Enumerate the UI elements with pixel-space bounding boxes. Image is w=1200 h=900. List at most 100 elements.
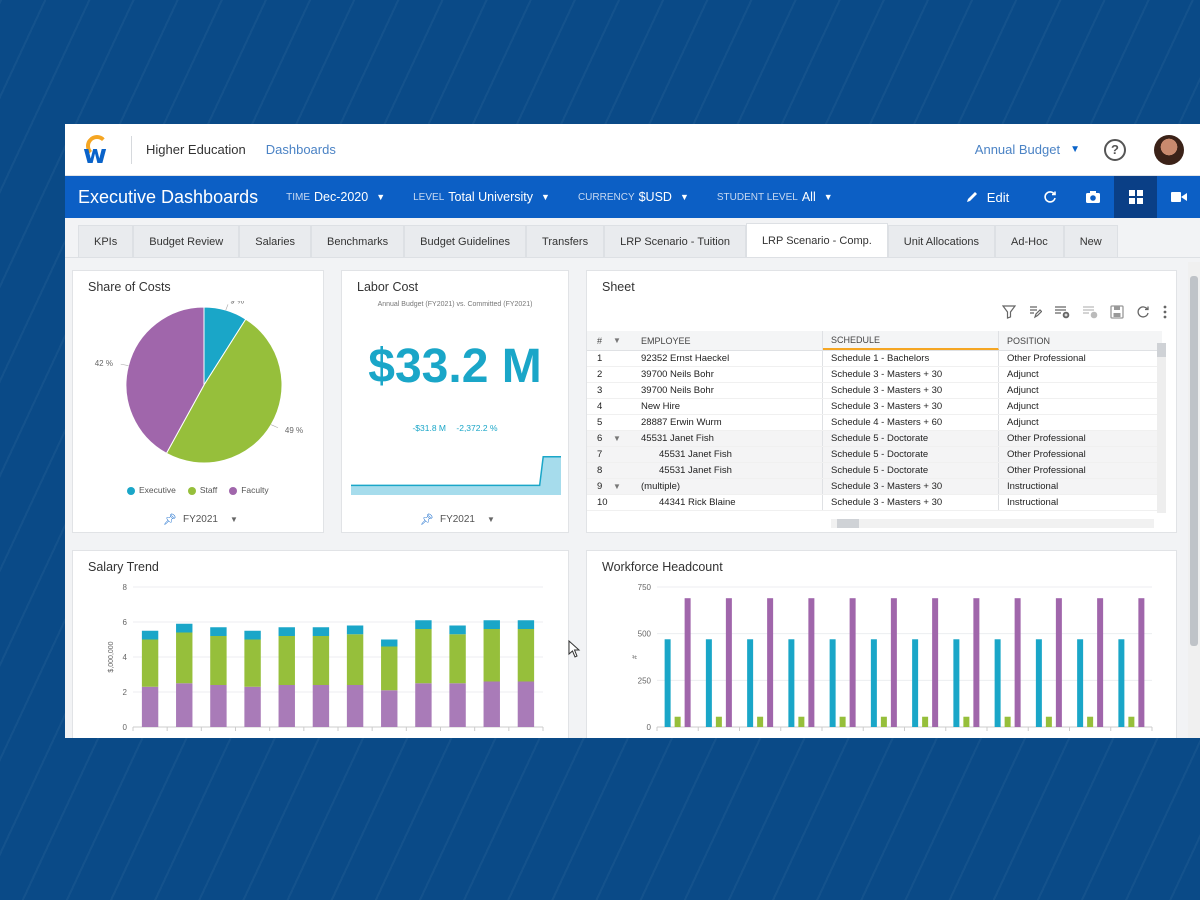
bar-segment xyxy=(244,639,261,687)
breadcrumb-higher-education[interactable]: Higher Education xyxy=(146,142,246,157)
refresh-button[interactable] xyxy=(1028,176,1071,218)
bar-segment xyxy=(415,620,432,629)
table-row[interactable]: 1 92352 Ernst Haeckel Schedule 1 - Bachelo… xyxy=(587,351,1162,367)
table-row[interactable]: 10 44341 Rick Blaine Schedule 3 - Masters … xyxy=(587,495,1162,511)
bar-segment xyxy=(176,623,193,633)
avatar[interactable] xyxy=(1154,134,1184,165)
grid-view-button[interactable] xyxy=(1114,176,1157,218)
cell-position: Other Professional xyxy=(1007,353,1086,364)
bar-segment xyxy=(312,636,330,685)
table-row[interactable]: 9 ▼ (multiple) Schedule 3 - Masters + 30 Ins… xyxy=(587,479,1162,495)
workday-logo[interactable]: w xyxy=(81,133,113,168)
breadcrumb-dashboards[interactable]: Dashboards xyxy=(265,142,336,157)
table-row[interactable]: 5 28887 Erwin Wurm Schedule 4 - Masters + … xyxy=(587,415,1162,431)
tab-lrp-tuition[interactable]: LRP Scenario - Tuition xyxy=(604,225,746,257)
filter-label: CURRENCY xyxy=(577,191,635,203)
budget-selector[interactable]: Annual Budget xyxy=(974,142,1061,157)
presentation-button[interactable] xyxy=(1157,176,1200,218)
bar-segment xyxy=(278,636,295,685)
bar xyxy=(870,639,877,727)
bar-segment xyxy=(483,629,500,682)
filter-student-level[interactable]: STUDENT LEVEL All ▼ xyxy=(717,190,833,204)
cell-schedule: Schedule 3 - Masters + 30 xyxy=(823,495,999,510)
tab-benchmarks[interactable]: Benchmarks xyxy=(310,225,405,257)
table-row[interactable]: 4 New Hire Schedule 3 - Masters + 30 Adjunc… xyxy=(587,399,1162,415)
tab-ad-hoc[interactable]: Ad-Hoc xyxy=(995,225,1064,257)
bar-segment xyxy=(346,685,364,727)
cell-position: Other Professional xyxy=(1007,465,1086,476)
column-header-position[interactable]: POSITION xyxy=(1007,335,1051,346)
cell-position: Adjunct xyxy=(1007,369,1039,380)
pie-slice-staff xyxy=(165,318,283,464)
bar xyxy=(849,598,856,727)
bar xyxy=(747,639,754,727)
panel-title: Salary Trend xyxy=(88,560,159,574)
bar xyxy=(839,716,846,727)
bar xyxy=(1045,716,1052,727)
tab-budget-guidelines[interactable]: Budget Guidelines xyxy=(404,225,527,257)
legend-item-executive[interactable]: Executive xyxy=(127,485,176,495)
edit-list-icon[interactable] xyxy=(1028,305,1042,319)
table-row[interactable]: 7 45531 Janet Fish Schedule 5 - Doctorate O… xyxy=(587,447,1162,463)
table-row[interactable]: 8 45531 Janet Fish Schedule 5 - Doctorate O… xyxy=(587,463,1162,479)
filter-value: Total University xyxy=(448,190,534,204)
column-header-number[interactable]: # xyxy=(597,335,603,346)
row-number: 9 xyxy=(597,481,603,492)
bar xyxy=(788,639,795,727)
table-row[interactable]: 6 ▼ 45531 Janet Fish Schedule 5 - Doctorate… xyxy=(587,431,1162,447)
tab-lrp-comp[interactable]: LRP Scenario - Comp. xyxy=(745,223,888,257)
pie-legend: Executive Staff Faculty xyxy=(127,485,269,495)
edit-button[interactable]: Edit xyxy=(946,176,1028,218)
tab-unit-allocations[interactable]: Unit Allocations xyxy=(887,225,996,257)
more-options-icon[interactable] xyxy=(1162,305,1168,319)
cell-employee: 45531 Janet Fish xyxy=(633,447,823,462)
legend-item-staff[interactable]: Staff xyxy=(187,485,217,495)
snapshot-button[interactable] xyxy=(1071,176,1114,218)
column-header-employee[interactable]: EMPLOYEE xyxy=(633,331,823,350)
bar xyxy=(912,639,919,727)
bar xyxy=(829,639,836,727)
column-header-schedule[interactable]: SCHEDULE xyxy=(823,331,999,350)
cell-schedule: Schedule 3 - Masters + 30 xyxy=(823,479,999,494)
tab-kpis[interactable]: KPIs xyxy=(78,225,134,257)
bar xyxy=(684,598,691,727)
bar-segment xyxy=(141,686,159,727)
filter-label: TIME xyxy=(286,191,310,203)
expand-toggle-icon[interactable]: ▼ xyxy=(613,434,621,443)
tab-salaries[interactable]: Salaries xyxy=(239,225,311,257)
bar-segment xyxy=(381,639,398,647)
cell-employee: 28887 Erwin Wurm xyxy=(633,415,823,430)
workforce-headcount-panel: Workforce Headcount 0 250 500 750 # xyxy=(586,550,1177,738)
fy-label: FY2021 xyxy=(182,514,218,525)
filter-level[interactable]: LEVEL Total University ▼ xyxy=(413,190,550,204)
tab-budget-review[interactable]: Budget Review xyxy=(133,225,240,257)
chevron-down-icon[interactable]: ▼ xyxy=(1070,144,1080,155)
help-icon[interactable]: ? xyxy=(1104,138,1126,161)
filter-icon[interactable] xyxy=(1002,305,1016,319)
pie-label-leader xyxy=(225,304,229,311)
delete-row-icon[interactable] xyxy=(1082,305,1098,319)
fy-selector[interactable]: 📌︎ FY2021 ▼ xyxy=(420,513,495,526)
bar xyxy=(1128,716,1135,727)
refresh-icon[interactable] xyxy=(1136,305,1150,319)
fy-selector[interactable]: 📌︎ FY2021 ▼ xyxy=(163,513,238,526)
sheet-grid: # ▼ EMPLOYEE SCHEDULE POSITION 1 92352 Er… xyxy=(587,331,1162,511)
grid-header-row: # ▼ EMPLOYEE SCHEDULE POSITION xyxy=(587,331,1162,351)
delta-percent: -2,372.2 % xyxy=(456,423,498,433)
legend-item-faculty[interactable]: Faculty xyxy=(229,485,269,495)
bar xyxy=(1055,598,1062,727)
page-scrollbar[interactable] xyxy=(1188,262,1200,738)
save-icon[interactable] xyxy=(1110,305,1124,319)
filter-currency[interactable]: CURRENCY $USD ▼ xyxy=(578,190,689,204)
cell-schedule: Schedule 3 - Masters + 30 xyxy=(823,383,999,398)
add-row-icon[interactable] xyxy=(1054,305,1070,319)
filter-time[interactable]: TIME Dec-2020 ▼ xyxy=(286,190,385,204)
horizontal-scrollbar[interactable] xyxy=(831,519,1154,528)
table-row[interactable]: 2 39700 Neils Bohr Schedule 3 - Masters + … xyxy=(587,367,1162,383)
tab-new[interactable]: New xyxy=(1063,225,1118,257)
vertical-scrollbar[interactable] xyxy=(1157,343,1166,513)
tab-transfers[interactable]: Transfers xyxy=(526,225,605,257)
chevron-down-icon[interactable]: ▼ xyxy=(613,336,621,345)
expand-toggle-icon[interactable]: ▼ xyxy=(613,482,621,491)
table-row[interactable]: 3 39700 Neils Bohr Schedule 3 - Masters + … xyxy=(587,383,1162,399)
